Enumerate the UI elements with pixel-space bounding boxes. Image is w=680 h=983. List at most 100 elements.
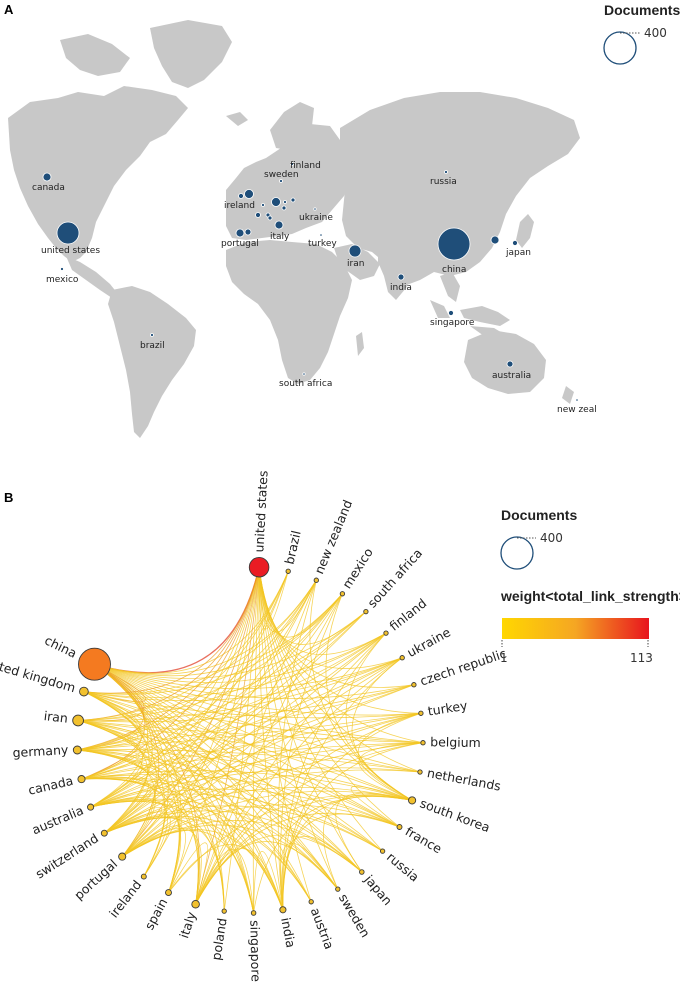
node-singapore[interactable] xyxy=(250,910,257,916)
node-poland[interactable] xyxy=(221,908,227,914)
map-label-australia: australia xyxy=(492,371,531,381)
bubble-italy[interactable] xyxy=(274,220,284,230)
land-asia xyxy=(340,92,580,286)
node-label-portugal: portugal xyxy=(71,856,120,903)
bubble-switzerland[interactable] xyxy=(267,215,273,221)
node-sweden[interactable] xyxy=(335,886,341,892)
map-label-brazil: brazil xyxy=(140,341,165,351)
network-edge xyxy=(83,632,387,698)
network-edge xyxy=(223,567,260,912)
network-edge xyxy=(77,720,312,902)
node-united-states[interactable] xyxy=(248,556,270,578)
node-portugal[interactable] xyxy=(118,852,127,861)
node-canada[interactable] xyxy=(77,775,86,784)
node-france[interactable] xyxy=(396,824,403,830)
bubble-united-kingdom[interactable] xyxy=(244,189,254,199)
node-south-africa[interactable] xyxy=(363,608,369,615)
bubble-brazil[interactable] xyxy=(150,333,154,337)
world-map xyxy=(8,20,580,438)
bubble-new-zealand[interactable] xyxy=(575,398,579,402)
bubble-sweden[interactable] xyxy=(279,179,283,183)
node-brazil[interactable] xyxy=(285,568,291,574)
map-label-turkey: turkey xyxy=(308,239,337,249)
bubble-singapore[interactable] xyxy=(448,310,454,316)
panel-b-legend-circle xyxy=(500,536,534,570)
land-arabia xyxy=(334,244,380,280)
node-netherlands[interactable] xyxy=(417,769,423,775)
network-edge xyxy=(104,632,387,834)
bubble-spain[interactable] xyxy=(244,228,252,236)
panel-b-color-legend: weight<total_link_strength> 1 113 xyxy=(500,588,680,665)
network-edge xyxy=(258,567,424,744)
network-edge xyxy=(104,571,289,834)
map-label-italy: italy xyxy=(270,232,290,242)
network-edge xyxy=(81,657,403,780)
bubble-poland[interactable] xyxy=(290,197,296,203)
node-ukraine[interactable] xyxy=(399,655,405,661)
node-united-kingdom[interactable] xyxy=(79,686,89,697)
node-label-poland: poland xyxy=(208,917,229,961)
node-czech-republic[interactable] xyxy=(411,682,417,688)
node-finland[interactable] xyxy=(383,630,389,636)
land-south-america xyxy=(108,286,196,438)
bubble-portugal[interactable] xyxy=(235,228,245,238)
network-edge xyxy=(90,593,343,808)
bubble-iran[interactable] xyxy=(348,244,362,258)
node-mexico[interactable] xyxy=(339,591,346,597)
bubble-canada[interactable] xyxy=(42,172,52,182)
node-south-korea[interactable] xyxy=(408,796,417,805)
network-edge xyxy=(83,691,157,857)
node-switzerland[interactable] xyxy=(100,829,108,837)
map-label-mexico: mexico xyxy=(46,275,79,285)
node-ireland[interactable] xyxy=(140,873,147,880)
bubble-czech-republic[interactable] xyxy=(283,200,287,204)
network-edge xyxy=(253,796,413,914)
bubble-germany[interactable] xyxy=(271,197,281,207)
node-turkey[interactable] xyxy=(418,710,424,716)
bubble-turkey[interactable] xyxy=(319,233,323,237)
node-label-austria: austria xyxy=(308,905,337,951)
bubble-japan[interactable] xyxy=(512,240,518,246)
node-germany[interactable] xyxy=(72,745,82,755)
node-spain[interactable] xyxy=(165,889,172,897)
node-australia[interactable] xyxy=(87,803,95,811)
bubble-russia[interactable] xyxy=(444,170,448,174)
node-russia[interactable] xyxy=(379,848,386,854)
node-china[interactable] xyxy=(78,647,111,681)
network-edge xyxy=(77,611,367,751)
panel-a-legend: Documents 400 xyxy=(603,2,680,65)
bubble-france[interactable] xyxy=(255,212,261,218)
bubble-australia[interactable] xyxy=(506,360,514,368)
network-edge xyxy=(81,776,156,857)
node-new-zealand[interactable] xyxy=(313,577,319,583)
node-label-netherlands: netherlands xyxy=(426,765,502,794)
bubble-austria[interactable] xyxy=(281,205,287,211)
bubble-mexico[interactable] xyxy=(60,267,64,271)
bubble-south-africa[interactable] xyxy=(302,372,306,376)
network-edge xyxy=(323,794,413,890)
bubble-india[interactable] xyxy=(397,273,405,281)
bubble-ukraine[interactable] xyxy=(313,207,317,211)
node-austria[interactable] xyxy=(308,899,314,905)
map-label-new-zealand: new zeal xyxy=(557,405,597,415)
network-edge xyxy=(78,720,339,890)
map-label-ireland: ireland xyxy=(224,201,255,211)
node-japan[interactable] xyxy=(359,869,365,875)
bubble-ireland[interactable] xyxy=(238,193,244,199)
network-edge xyxy=(258,567,383,852)
network-edge xyxy=(282,813,400,910)
bubble-finland[interactable] xyxy=(290,162,294,166)
bubble-united-states[interactable] xyxy=(56,221,80,245)
node-iran[interactable] xyxy=(72,714,84,727)
node-india[interactable] xyxy=(279,906,287,914)
node-italy[interactable] xyxy=(191,899,200,909)
bubble-south-korea[interactable] xyxy=(490,235,500,245)
node-belgium[interactable] xyxy=(420,740,426,746)
land-greenland xyxy=(150,20,232,88)
network-edge xyxy=(195,742,424,905)
bubble-china[interactable] xyxy=(437,227,471,261)
bubble-belgium[interactable] xyxy=(261,203,265,207)
network-edge xyxy=(90,788,400,828)
network-edge xyxy=(78,611,367,721)
network-edge xyxy=(94,663,414,699)
